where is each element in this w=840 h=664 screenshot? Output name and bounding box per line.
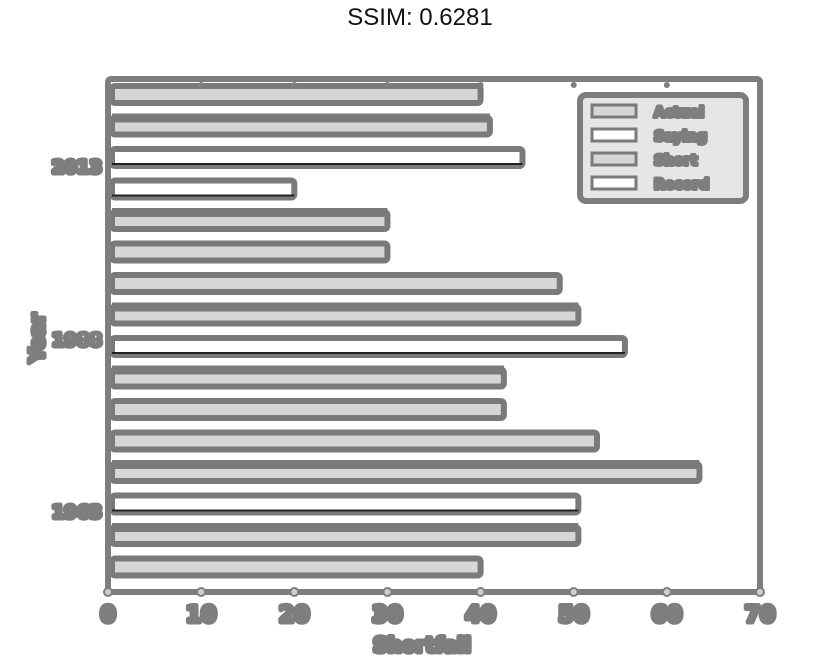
y-axis-label: Year	[25, 313, 49, 364]
bar	[109, 240, 391, 264]
x-tick-label: 30	[372, 603, 403, 628]
x-tick-mark	[196, 587, 207, 597]
x-axis-label: Shortfall	[373, 633, 471, 657]
legend-item: Actual	[590, 103, 706, 123]
legend-label: Actual	[654, 105, 704, 121]
x-tick-mark	[568, 587, 579, 597]
bar-band	[112, 208, 388, 217]
bar-body	[109, 429, 600, 453]
legend-box	[577, 92, 749, 204]
bar	[109, 555, 484, 579]
bar-band	[112, 302, 579, 312]
x-tick-mark-top	[105, 82, 111, 88]
legend-swatch	[590, 103, 638, 119]
bar	[109, 460, 703, 484]
x-tick-mark-top	[570, 82, 577, 88]
bar	[109, 398, 507, 421]
x-tick-mark	[289, 587, 300, 597]
x-tick-mark	[755, 587, 765, 597]
bar-band	[112, 365, 504, 375]
bar-body	[109, 398, 507, 421]
bar-band	[112, 113, 490, 123]
axes-layer	[103, 76, 765, 597]
bar	[109, 492, 582, 516]
y-tick-label: 2013	[52, 157, 102, 178]
bar	[109, 83, 484, 106]
y-tick-label: 1988	[52, 330, 102, 351]
x-tick-mark	[103, 587, 113, 597]
x-tick-label: 70	[745, 603, 776, 628]
legend-label: Saying	[654, 129, 707, 145]
legend-item: Saying	[590, 127, 709, 147]
bar-body	[109, 146, 526, 169]
x-tick-label: 10	[186, 603, 217, 628]
bar	[109, 302, 582, 327]
bar-body	[109, 177, 298, 201]
bar-body	[109, 335, 628, 358]
x-tick-label: 0	[100, 603, 115, 628]
x-tick-mark	[382, 587, 393, 597]
legend-swatch	[590, 127, 638, 143]
labels-layer: 0 10 20 30 40 50 60 70 2013 1988 1963 Shortfall Year	[23, 155, 778, 660]
x-tick-mark-top	[384, 82, 391, 88]
chart-title: SSIM: 0.6281	[347, 4, 493, 31]
bar	[109, 272, 563, 295]
bar-body	[109, 555, 484, 579]
bar	[109, 177, 298, 201]
x-tick-mark-top	[663, 82, 670, 88]
bar	[109, 335, 628, 358]
bar-body	[109, 492, 582, 516]
y-tick-label: 1963	[52, 502, 102, 523]
bar	[109, 523, 582, 547]
legend: Actual Saying Short Record	[577, 92, 749, 204]
bar-body	[109, 272, 563, 295]
legend-item: Record	[590, 175, 711, 195]
legend-swatch	[590, 151, 638, 167]
x-tick-mark	[475, 587, 486, 597]
bar-band	[112, 460, 700, 469]
bar	[109, 429, 600, 453]
legend-swatch	[590, 175, 638, 191]
x-tick-label: 20	[279, 603, 310, 628]
plot-frame	[105, 76, 763, 595]
legend-label: Record	[654, 177, 709, 193]
bar	[109, 365, 507, 390]
x-tick-label: 60	[652, 603, 683, 628]
x-tick-mark-top	[198, 82, 205, 88]
x-tick-mark	[661, 587, 672, 597]
bar	[109, 208, 391, 232]
bar	[109, 113, 493, 138]
x-tick-mark-top	[477, 82, 484, 88]
bar-body	[109, 83, 484, 106]
bar-band	[112, 523, 579, 532]
bar-body	[109, 240, 391, 264]
x-tick-mark-top	[757, 82, 763, 88]
x-tick-label: 50	[558, 603, 589, 628]
x-tick-label: 40	[465, 603, 496, 628]
legend-label: Short	[654, 153, 698, 169]
bar	[109, 146, 526, 169]
legend-item: Short	[590, 151, 700, 171]
x-tick-mark-top	[291, 82, 298, 88]
